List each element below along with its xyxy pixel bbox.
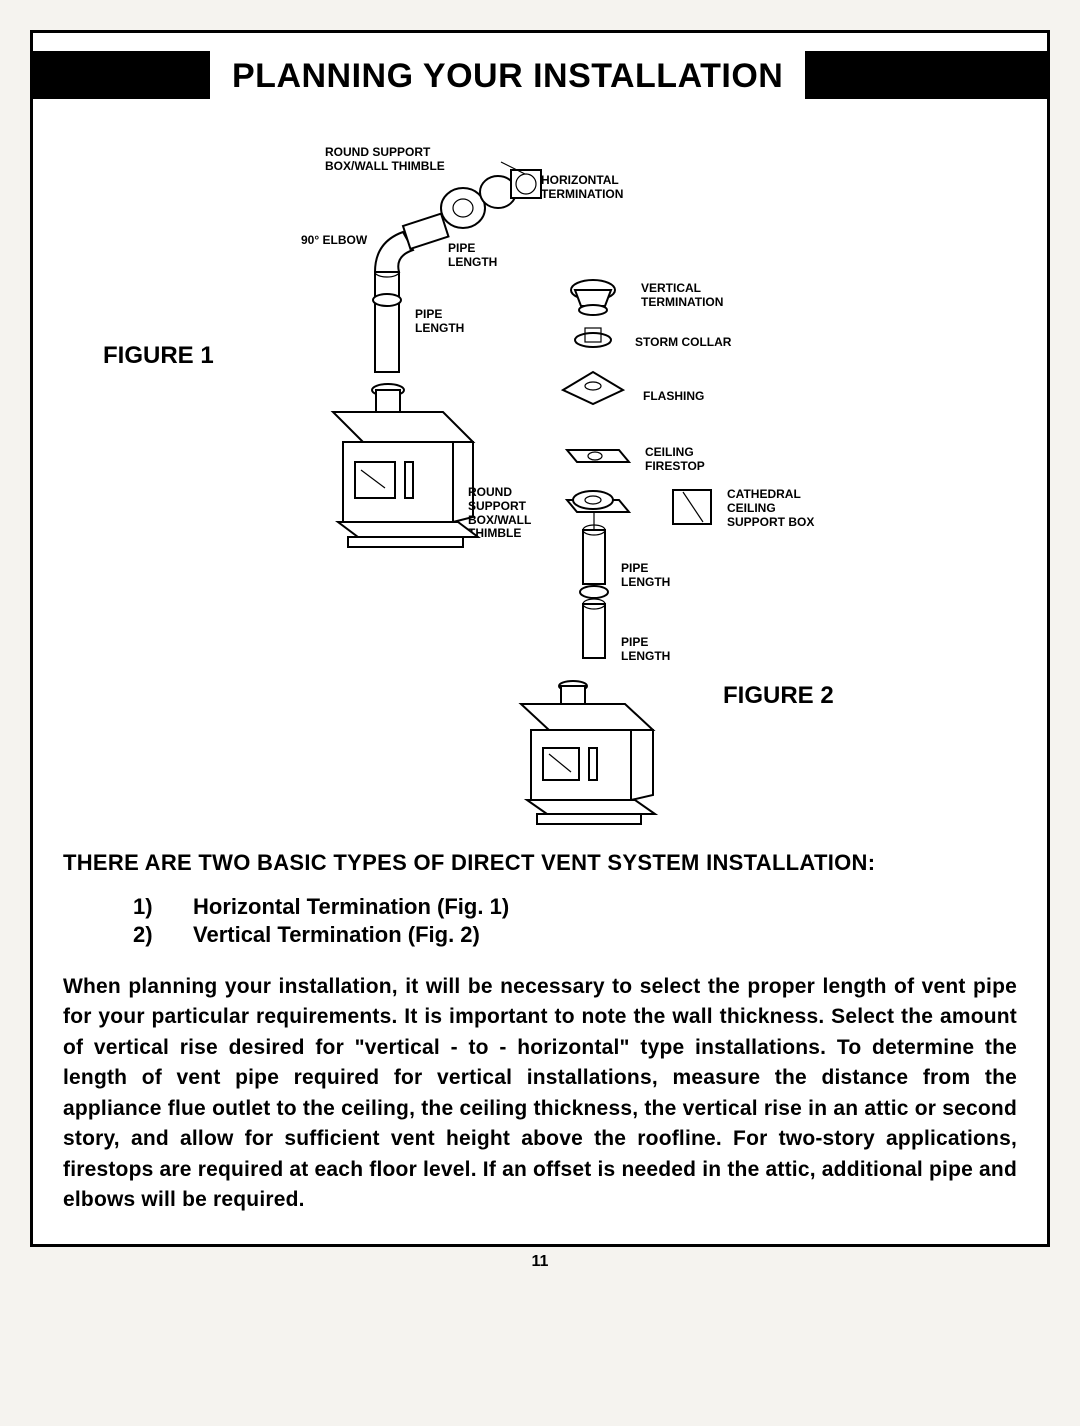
title-bar: PLANNING YOUR INSTALLATION bbox=[30, 51, 1050, 102]
list-number-1: 1) bbox=[133, 894, 193, 920]
list-item: 1) Horizontal Termination (Fig. 1) bbox=[133, 894, 1017, 920]
page-number: 11 bbox=[0, 1253, 1080, 1271]
body-paragraph: When planning your installation, it will… bbox=[63, 972, 1017, 1216]
label-horizontal-termination: HORIZONTAL TERMINATION bbox=[541, 174, 623, 202]
figure-1-pipe-svg bbox=[353, 152, 553, 382]
figure-1-label: FIGURE 1 bbox=[103, 342, 214, 370]
page-frame: PLANNING YOUR INSTALLATION FIGURE 1 FIGU… bbox=[30, 30, 1050, 1247]
list-number-2: 2) bbox=[133, 922, 193, 948]
figure-2-stove-svg bbox=[503, 672, 683, 842]
figure-2-stack-svg bbox=[533, 272, 733, 692]
figure-1-svg bbox=[313, 362, 533, 622]
list-item: 2) Vertical Termination (Fig. 2) bbox=[133, 922, 1017, 948]
diagram-area: FIGURE 1 FIGURE 2 ROUND SUPPORT BOX/WALL… bbox=[63, 112, 1017, 832]
section-subtitle: THERE ARE TWO BASIC TYPES OF DIRECT VENT… bbox=[63, 850, 1017, 876]
termination-list: 1) Horizontal Termination (Fig. 1) 2) Ve… bbox=[133, 894, 1017, 948]
label-cathedral: CATHEDRAL CEILING SUPPORT BOX bbox=[727, 488, 814, 529]
page-title: PLANNING YOUR INSTALLATION bbox=[210, 51, 805, 102]
title-bar-right bbox=[805, 51, 1050, 99]
list-text-1: Horizontal Termination (Fig. 1) bbox=[193, 894, 509, 920]
figure-2-label: FIGURE 2 bbox=[723, 682, 834, 710]
title-bar-left bbox=[30, 51, 210, 99]
list-text-2: Vertical Termination (Fig. 2) bbox=[193, 922, 480, 948]
